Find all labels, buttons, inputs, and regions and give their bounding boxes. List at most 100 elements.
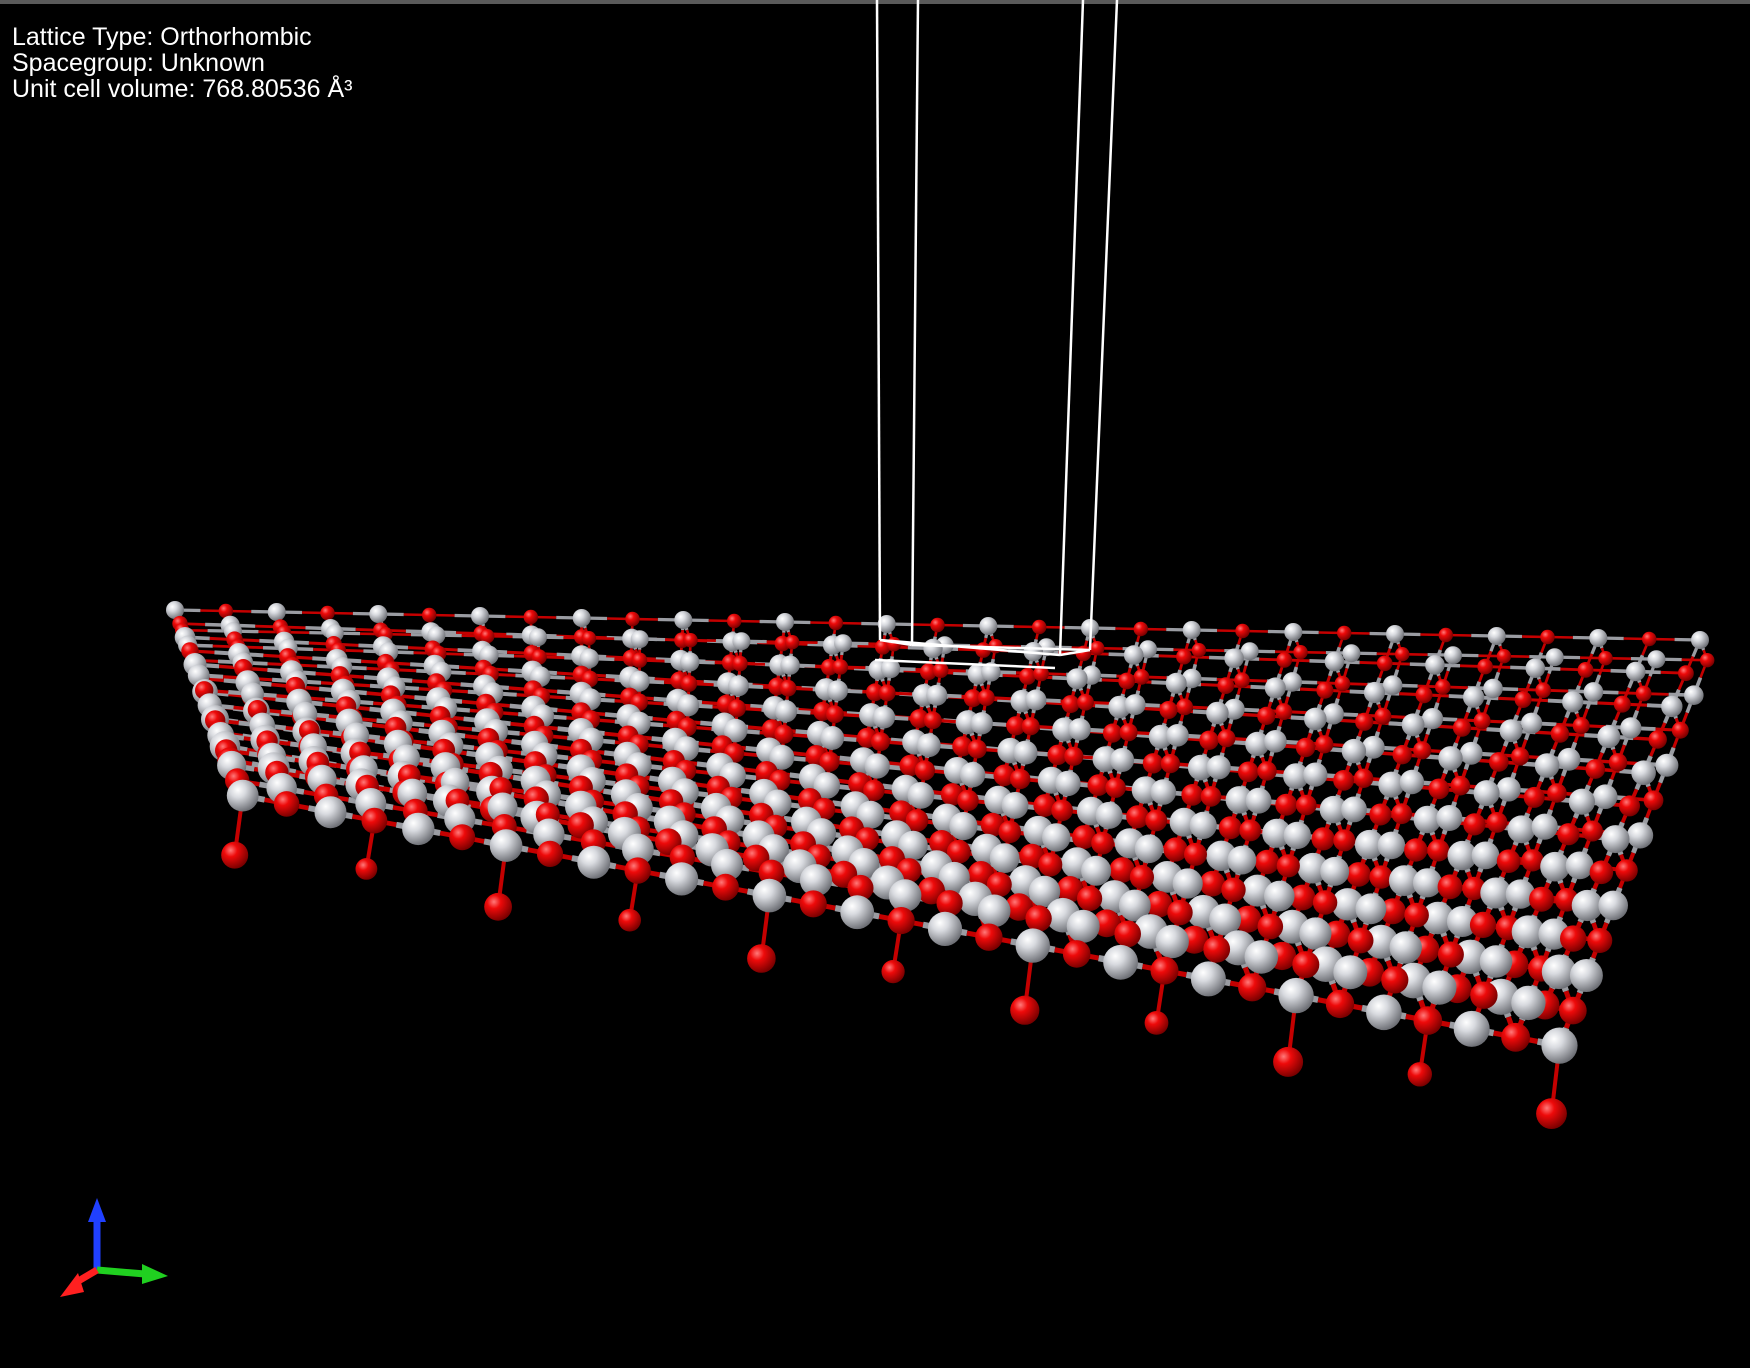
- atom-oxygen: [923, 711, 942, 730]
- atom-light: [752, 878, 787, 913]
- atom-oxygen: [1119, 723, 1138, 742]
- atom-light: [1299, 917, 1332, 950]
- atom-light: [1601, 825, 1630, 854]
- atom-oxygen: [932, 662, 949, 678]
- atom-oxygen: [1005, 893, 1033, 921]
- y-axis-arrow: [142, 1264, 168, 1284]
- atom-oxygen: [758, 859, 785, 886]
- atom-light: [970, 712, 993, 735]
- atom-oxygen: [1415, 686, 1433, 704]
- atom-light: [977, 894, 1011, 928]
- atom-oxygen: [480, 629, 495, 644]
- atom-oxygen: [1176, 648, 1192, 665]
- atom-oxygen: [1021, 717, 1040, 736]
- atom-light: [979, 617, 998, 635]
- atom-oxygen: [1581, 820, 1603, 842]
- atom-light: [856, 800, 885, 829]
- atom-oxygen: [1333, 770, 1354, 791]
- atom-oxygen: [832, 659, 849, 675]
- atom-oxygen: [1199, 870, 1226, 897]
- atom-oxygen: [747, 944, 776, 973]
- atom-oxygen: [1337, 625, 1352, 641]
- atom-light: [864, 753, 890, 779]
- atom-oxygen: [625, 611, 640, 627]
- atom-light: [1531, 813, 1558, 840]
- atom-oxygen: [1145, 809, 1168, 832]
- atom-light: [1333, 955, 1368, 990]
- atom-oxygen: [905, 809, 929, 832]
- atom-oxygen: [1311, 827, 1335, 851]
- atom-light: [1453, 1010, 1490, 1047]
- atom-light: [1322, 703, 1344, 725]
- atom-oxygen: [712, 873, 739, 901]
- atom-oxygen: [878, 684, 896, 702]
- atom-oxygen: [1254, 849, 1280, 875]
- atom-light: [1540, 851, 1570, 882]
- atom-oxygen: [1585, 759, 1606, 779]
- atom-oxygen: [1501, 1022, 1530, 1052]
- atom-light: [813, 772, 841, 799]
- atom-light: [1354, 829, 1385, 860]
- atom-oxygen: [1469, 911, 1497, 939]
- atom-oxygen: [1090, 641, 1105, 656]
- atom-light: [1684, 685, 1704, 705]
- atom-light: [1401, 713, 1425, 737]
- atom-light: [1081, 855, 1112, 886]
- atom-light: [579, 648, 599, 669]
- atom-oxygen: [1462, 876, 1486, 901]
- atom-light: [1283, 763, 1309, 789]
- atom-light: [1206, 755, 1231, 780]
- atom-light: [1155, 924, 1189, 959]
- atom-light: [711, 848, 743, 881]
- atom-oxygen: [871, 732, 890, 752]
- atom-oxygen: [914, 760, 936, 781]
- atom-oxygen: [1033, 665, 1049, 682]
- atom-light: [369, 605, 388, 623]
- atom-oxygen: [1289, 884, 1316, 911]
- atom-oxygen: [1217, 677, 1235, 694]
- atom-light: [1223, 698, 1245, 720]
- atom-light: [1355, 893, 1387, 925]
- atom-oxygen: [1450, 775, 1471, 796]
- atom-oxygen: [1470, 981, 1498, 1009]
- atom-oxygen: [847, 874, 874, 901]
- atom-oxygen: [1587, 928, 1613, 953]
- atom-oxygen: [1077, 885, 1103, 912]
- atom-light: [529, 628, 547, 647]
- atom-oxygen: [1150, 956, 1179, 985]
- atom-oxygen: [1293, 645, 1308, 660]
- atom-light: [1589, 629, 1608, 647]
- atom-light: [267, 603, 286, 621]
- atom-oxygen: [1347, 927, 1374, 954]
- atom-light: [1545, 648, 1564, 667]
- atom-light: [1389, 931, 1422, 964]
- atom-oxygen: [920, 663, 937, 681]
- z-axis-arrow: [88, 1198, 106, 1222]
- atom-oxygen: [320, 605, 335, 621]
- atom-light: [1245, 787, 1272, 814]
- unit-cell-outline: [874, 0, 1119, 670]
- atom-oxygen: [1559, 996, 1587, 1025]
- atom-oxygen: [1648, 730, 1667, 749]
- atom-light: [1264, 730, 1287, 753]
- atom-oxygen: [1203, 935, 1231, 963]
- atom-oxygen: [1355, 712, 1374, 731]
- atom-light: [1095, 801, 1123, 829]
- atom-light: [926, 684, 948, 706]
- atom-light: [1388, 865, 1420, 896]
- atom-oxygen: [1144, 1011, 1169, 1035]
- atom-oxygen: [1296, 794, 1317, 816]
- atom-oxygen: [732, 655, 748, 672]
- atom-light: [471, 607, 489, 625]
- atom-oxygen: [728, 699, 746, 718]
- atom-light: [1483, 678, 1503, 699]
- atom-light: [1172, 868, 1203, 899]
- atom-oxygen: [1598, 651, 1613, 666]
- atom-oxygen: [1221, 877, 1246, 902]
- atom-oxygen: [946, 839, 971, 864]
- atom-oxygen: [1404, 902, 1429, 928]
- atom-oxygen: [1700, 653, 1715, 668]
- atom-oxygen: [361, 807, 388, 834]
